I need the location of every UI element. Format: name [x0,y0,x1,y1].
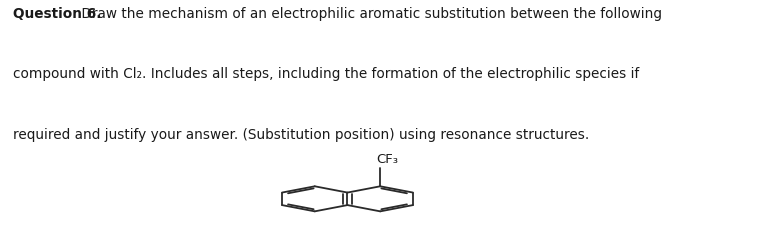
Text: required and justify your answer. (Substitution position) using resonance struct: required and justify your answer. (Subst… [13,128,589,142]
Text: Question 6.: Question 6. [13,7,102,21]
Text: CF₃: CF₃ [377,153,398,166]
Text: Draw the mechanism of an electrophilic aromatic substitution between the followi: Draw the mechanism of an electrophilic a… [77,7,662,21]
Text: compound with Cl₂. Includes all steps, including the formation of the electrophi: compound with Cl₂. Includes all steps, i… [13,67,639,81]
